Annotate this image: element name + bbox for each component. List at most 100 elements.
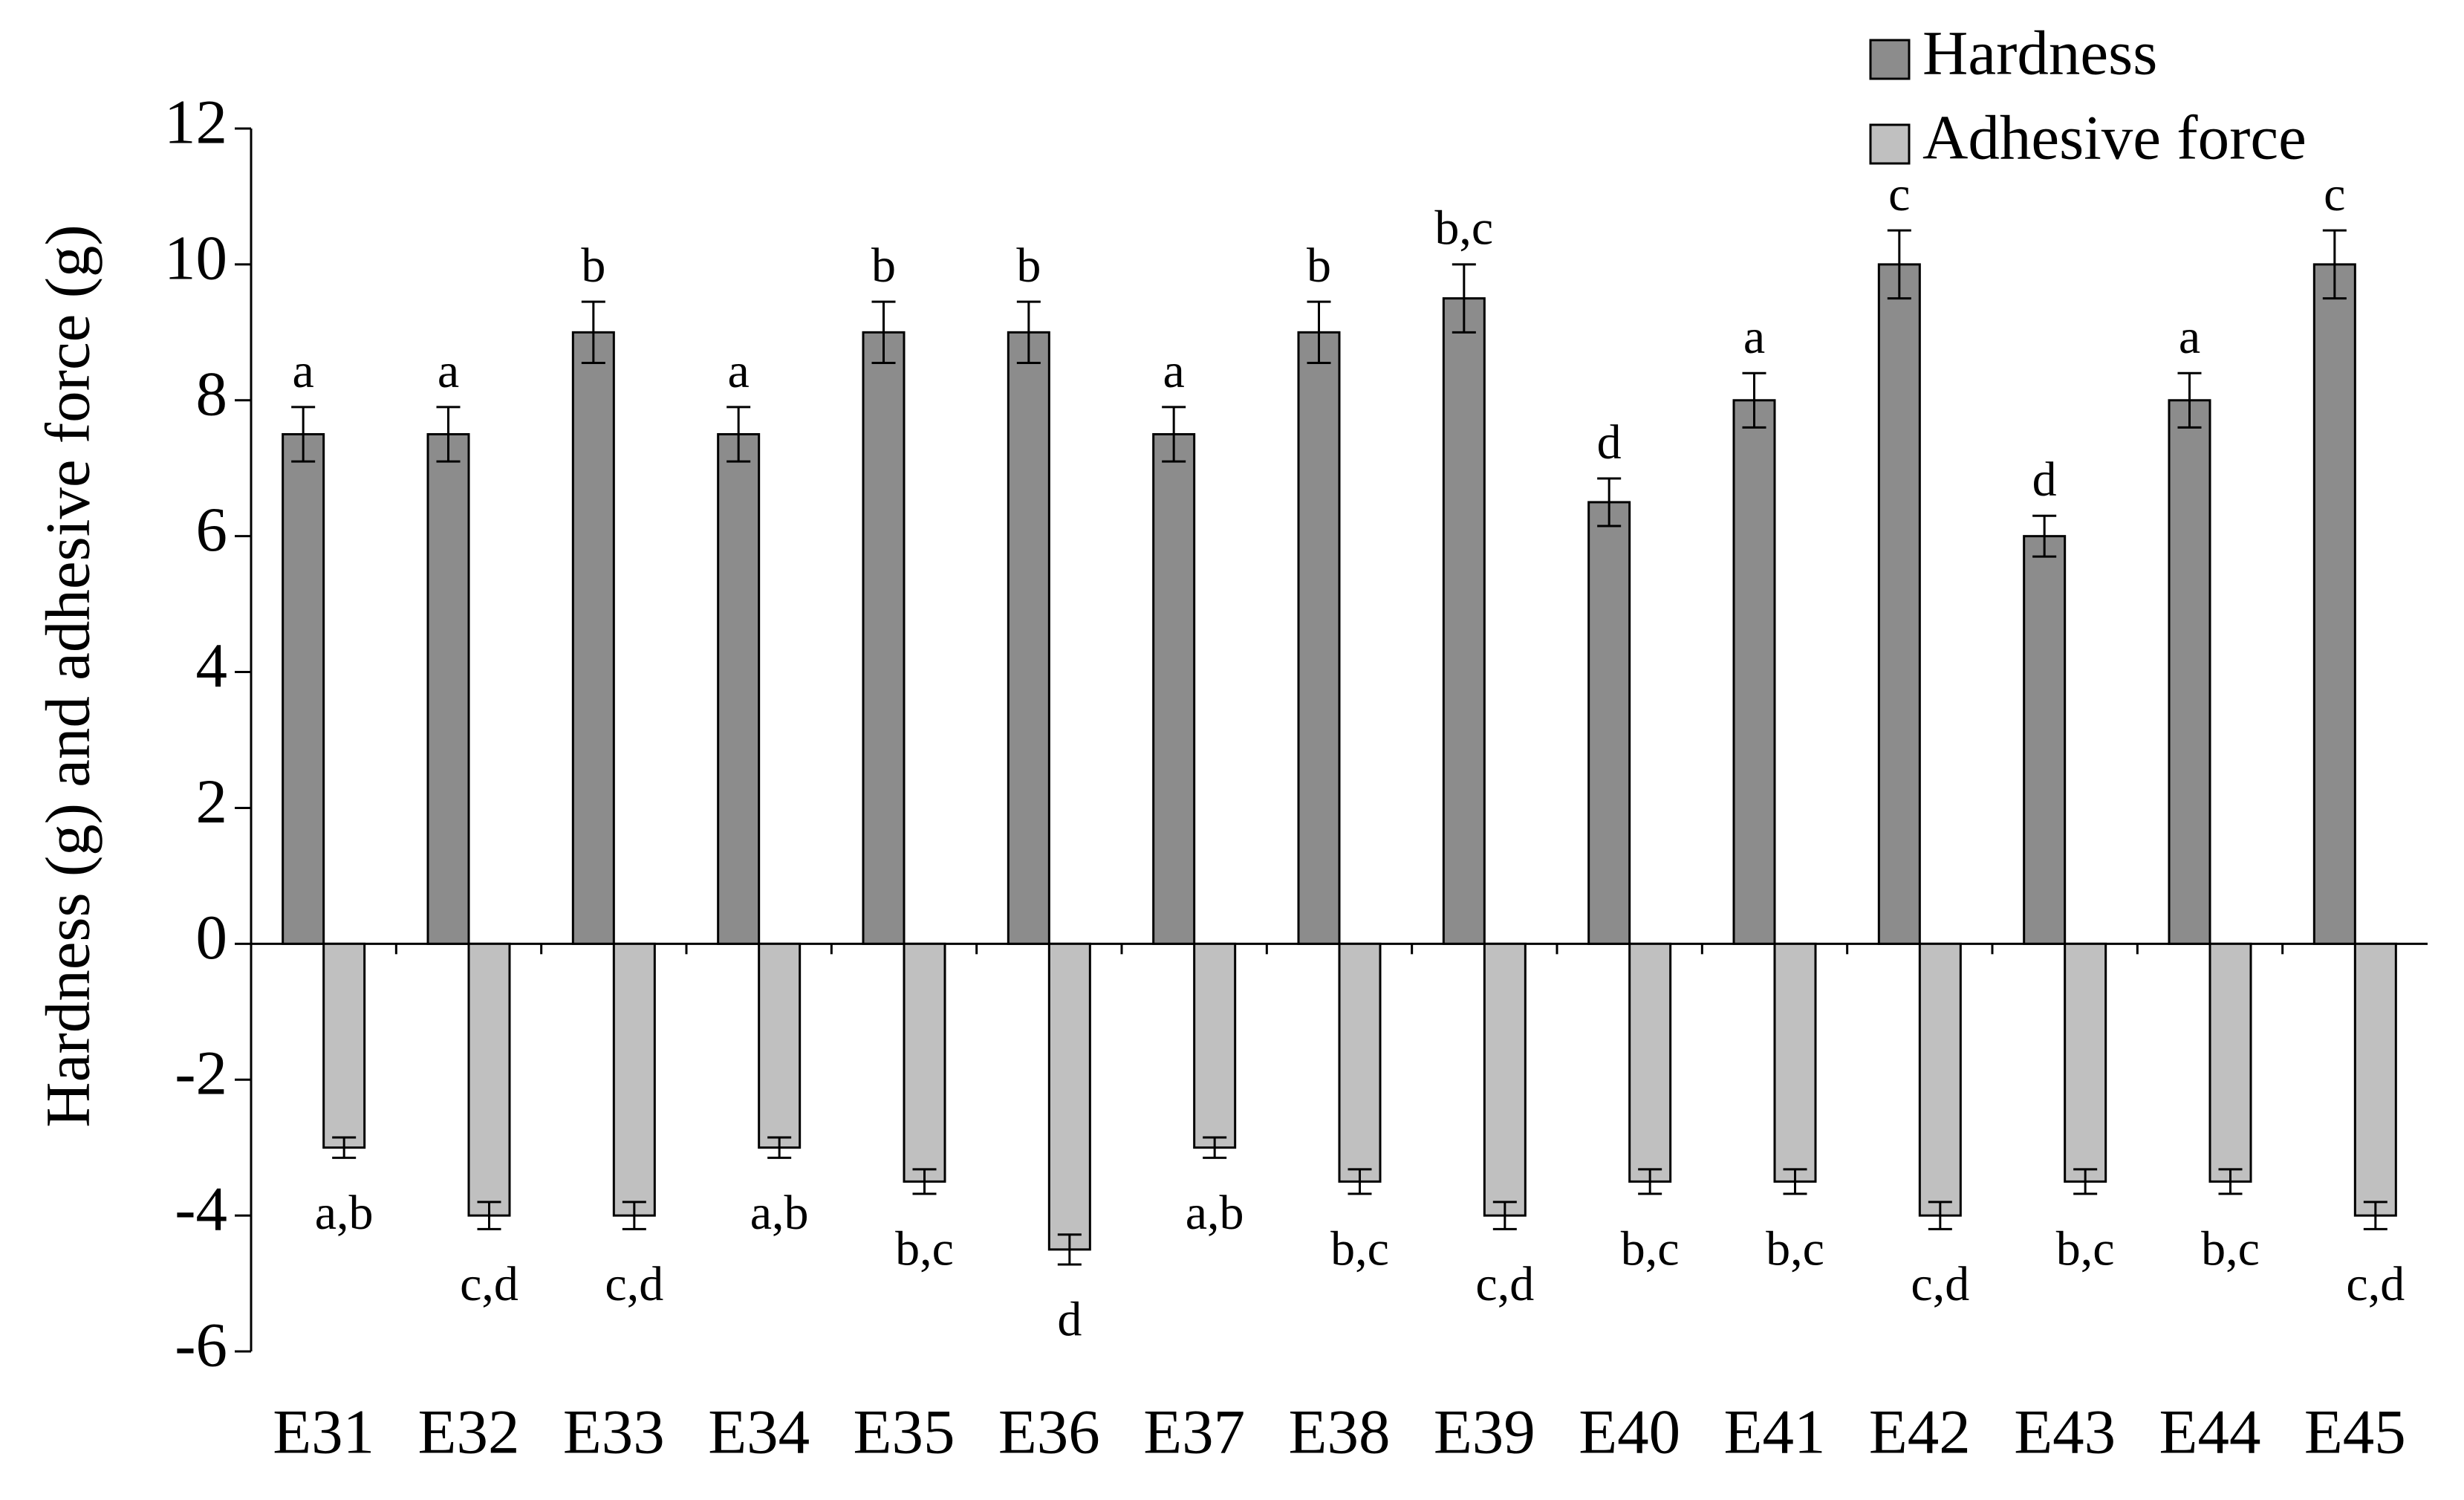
error-bar <box>1492 1201 1517 1230</box>
x-tick-label: E40 <box>1579 1397 1680 1467</box>
bar <box>1732 399 1776 945</box>
significance-label: d <box>1597 415 1622 470</box>
y-tick-label: 8 <box>196 359 228 429</box>
error-bar <box>622 1201 646 1230</box>
y-tick-label: 6 <box>196 495 228 565</box>
bar <box>1442 297 1486 945</box>
bar <box>2208 942 2252 1183</box>
bar <box>1628 942 1672 1183</box>
error-bar <box>1307 300 1331 364</box>
significance-label: b,c <box>1434 201 1493 256</box>
bar <box>2168 399 2211 945</box>
significance-label: a <box>728 344 750 398</box>
bar <box>1297 331 1341 945</box>
significance-label: c,d <box>1911 1257 1969 1311</box>
bar <box>1152 433 1196 945</box>
error-bar <box>2218 1168 2243 1195</box>
significance-label: a,b <box>750 1186 809 1240</box>
error-bar <box>332 1136 357 1159</box>
error-bar <box>1928 1201 1952 1230</box>
error-bar <box>1057 1233 1082 1266</box>
error-bar <box>1203 1136 1227 1159</box>
x-tick-label: E32 <box>418 1397 520 1467</box>
significance-label: c,d <box>1475 1257 1534 1311</box>
y-tick-label: 0 <box>196 903 228 973</box>
error-bar <box>2032 514 2057 558</box>
bar <box>1877 263 1921 945</box>
bar <box>1587 501 1631 945</box>
error-bar <box>2363 1201 2387 1230</box>
bar <box>571 331 615 945</box>
bar <box>862 331 906 945</box>
bar <box>2353 942 2397 1217</box>
bar <box>1007 331 1050 945</box>
significance-label: a <box>1163 344 1185 398</box>
error-bar <box>2322 229 2347 300</box>
bar <box>426 433 470 945</box>
y-tick-label: -2 <box>175 1039 227 1108</box>
y-axis-title: Hardness (g) and adhesive force (g) <box>33 224 103 1127</box>
significance-label: b,c <box>895 1221 954 1276</box>
bar <box>612 942 656 1217</box>
x-tick-label: E42 <box>1869 1397 1971 1467</box>
significance-label: b <box>1307 238 1331 293</box>
significance-label: a <box>1743 310 1765 364</box>
significance-label: a,b <box>1186 1186 1244 1240</box>
x-tick-label: E39 <box>1434 1397 1535 1467</box>
bar <box>717 433 761 945</box>
error-bar <box>1638 1168 1662 1195</box>
x-tick-label: E37 <box>1143 1397 1245 1467</box>
bar <box>1338 942 1382 1183</box>
error-bar <box>2073 1168 2098 1195</box>
error-bar <box>477 1201 501 1230</box>
error-bar <box>1452 263 1476 334</box>
bar <box>1483 942 1527 1217</box>
significance-label: b <box>871 238 896 293</box>
significance-label: b <box>1016 238 1041 293</box>
legend-label: Adhesive force <box>1922 103 2307 173</box>
significance-label: d <box>2032 452 2057 507</box>
y-tick-label: -6 <box>175 1311 227 1380</box>
error-bar <box>1597 477 1622 527</box>
error-bar <box>871 300 896 364</box>
legend-swatch <box>1869 39 1911 80</box>
error-bar <box>1016 300 1041 364</box>
x-tick-label: E43 <box>2014 1397 2116 1467</box>
bar <box>1918 942 1962 1217</box>
error-bar <box>2177 371 2202 429</box>
x-tick-label: E44 <box>2159 1397 2261 1467</box>
x-tick-label: E41 <box>1724 1397 1826 1467</box>
significance-label: a <box>293 344 314 398</box>
significance-label: c,d <box>460 1257 519 1311</box>
bar <box>2064 942 2107 1183</box>
significance-label: c <box>1888 167 1910 221</box>
bar <box>322 942 366 1149</box>
bar <box>1047 942 1091 1251</box>
bar <box>758 942 802 1149</box>
significance-label: b,c <box>1330 1221 1389 1276</box>
error-bar <box>1783 1168 1807 1195</box>
significance-label: b,c <box>1621 1221 1680 1276</box>
error-bar <box>1162 406 1186 463</box>
significance-label: c,d <box>2346 1257 2405 1311</box>
bar <box>1193 942 1237 1149</box>
x-tick-label: E35 <box>854 1397 955 1467</box>
error-bar <box>581 300 605 364</box>
bar <box>2312 263 2356 945</box>
significance-label: d <box>1057 1292 1082 1346</box>
x-tick-label: E33 <box>563 1397 665 1467</box>
error-bar <box>291 406 316 463</box>
significance-label: b <box>581 238 605 293</box>
y-tick-label: 4 <box>196 631 228 701</box>
x-tick-label: E34 <box>708 1397 810 1467</box>
significance-label: b,c <box>2056 1221 2115 1276</box>
significance-label: a <box>438 344 459 398</box>
error-bar <box>912 1168 937 1195</box>
legend-label: Hardness <box>1922 19 2157 88</box>
bar <box>2023 535 2067 945</box>
x-tick-label: E45 <box>2304 1397 2406 1467</box>
error-bar <box>1348 1168 1372 1195</box>
error-bar <box>726 406 751 463</box>
significance-label: a,b <box>315 1186 374 1240</box>
